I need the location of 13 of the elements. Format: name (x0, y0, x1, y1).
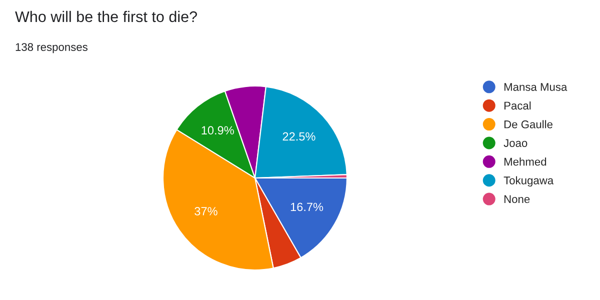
chart-title: Who will be the first to die? (15, 10, 197, 22)
legend-label: Mehmed (504, 158, 546, 166)
legend-label: De Gaulle (504, 120, 552, 128)
text: 138 responses (16, 43, 88, 54)
data-label: 22.5% (282, 132, 316, 141)
data-label: 10.9% (202, 126, 234, 134)
legend-label: Mansa Musa (504, 83, 568, 91)
legend-label: None (504, 195, 530, 204)
legend-label: Pacal (504, 101, 531, 110)
legend-label: Tokugawa (504, 176, 554, 187)
data-label: 16.7% (290, 202, 324, 212)
legend-label: Joao (504, 139, 528, 147)
data-label: 37% (194, 207, 218, 216)
